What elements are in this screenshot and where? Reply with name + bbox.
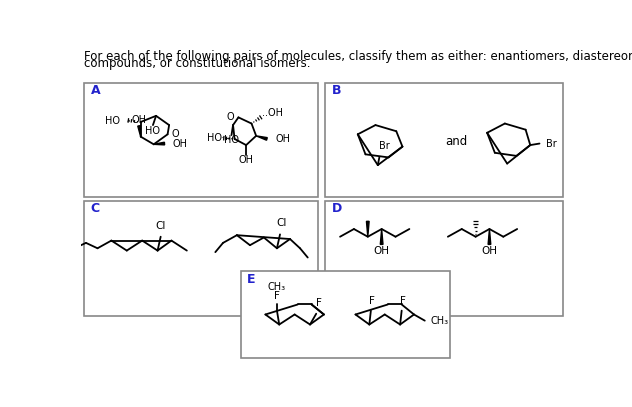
Text: E: E [247, 273, 255, 286]
Text: ..OH: ..OH [262, 108, 283, 118]
Text: CH₃: CH₃ [268, 282, 286, 292]
Bar [325, 83, 563, 197]
Bar [85, 201, 318, 316]
Text: compounds, or constitutional isomers.: compounds, or constitutional isomers. [83, 57, 310, 70]
Text: HO: HO [224, 136, 239, 145]
Text: O: O [171, 129, 179, 139]
Text: ..: .. [220, 131, 224, 140]
Text: O: O [226, 112, 234, 122]
Polygon shape [488, 229, 491, 245]
Text: and: and [445, 135, 468, 148]
Text: F: F [317, 298, 322, 308]
Polygon shape [138, 126, 141, 137]
Text: ,,: ,, [127, 114, 131, 123]
Text: Br: Br [379, 141, 390, 151]
Text: OH: OH [131, 115, 147, 125]
Text: HO: HO [207, 133, 222, 143]
Text: OH: OH [374, 245, 390, 256]
Polygon shape [367, 221, 369, 237]
Polygon shape [154, 142, 164, 145]
Text: F: F [400, 296, 406, 306]
Text: OH: OH [173, 138, 188, 149]
Polygon shape [380, 229, 383, 245]
Text: OH: OH [239, 155, 253, 166]
Text: HO: HO [105, 116, 120, 126]
Text: Br: Br [545, 138, 556, 149]
Bar [325, 201, 563, 316]
Bar [241, 271, 450, 359]
Bar [85, 83, 318, 197]
Text: A: A [90, 84, 100, 97]
Polygon shape [256, 136, 267, 140]
Text: OH: OH [276, 134, 290, 144]
Text: Cl: Cl [155, 221, 166, 230]
Text: For each of the following pairs of molecules, classify them as either: enantiome: For each of the following pairs of molec… [83, 50, 632, 63]
Text: CH₃: CH₃ [431, 316, 449, 326]
Text: F: F [274, 291, 280, 302]
Text: B: B [332, 84, 341, 97]
Text: C: C [90, 202, 100, 215]
Text: Cl: Cl [276, 218, 287, 228]
Text: OH: OH [482, 245, 497, 256]
Text: F: F [370, 296, 375, 306]
Text: HO: HO [145, 126, 161, 136]
Text: D: D [332, 202, 342, 215]
